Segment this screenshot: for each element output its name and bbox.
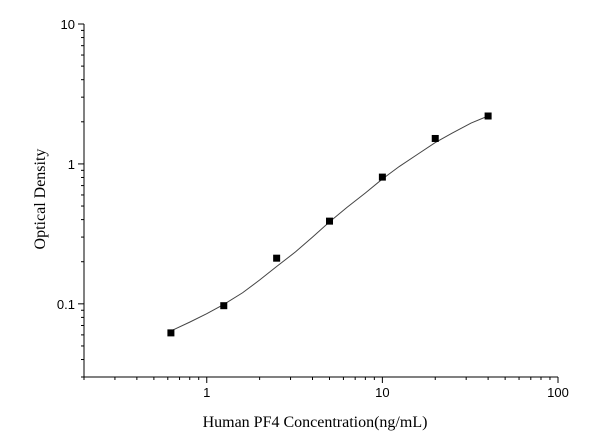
data-point <box>167 329 175 337</box>
data-point <box>220 302 228 310</box>
x-tick-label: 1 <box>203 385 210 400</box>
data-point <box>431 134 439 142</box>
y-tick-label: 0.1 <box>57 297 75 312</box>
y-axis-label: Optical Density <box>32 149 49 250</box>
x-tick-label: 100 <box>547 385 569 400</box>
data-point <box>273 254 281 262</box>
data-points <box>167 112 492 337</box>
axes <box>83 24 558 378</box>
y-tick-label: 10 <box>61 17 75 32</box>
x-tick-label: 10 <box>375 385 389 400</box>
data-point <box>378 173 386 181</box>
data-point <box>326 217 334 225</box>
ticks: 1 10 100 0.1 1 10 <box>57 17 569 400</box>
x-axis-label: Human PF4 Concentration(ng/mL) <box>203 414 428 431</box>
data-point <box>484 112 492 120</box>
y-tick-label: 1 <box>68 157 75 172</box>
